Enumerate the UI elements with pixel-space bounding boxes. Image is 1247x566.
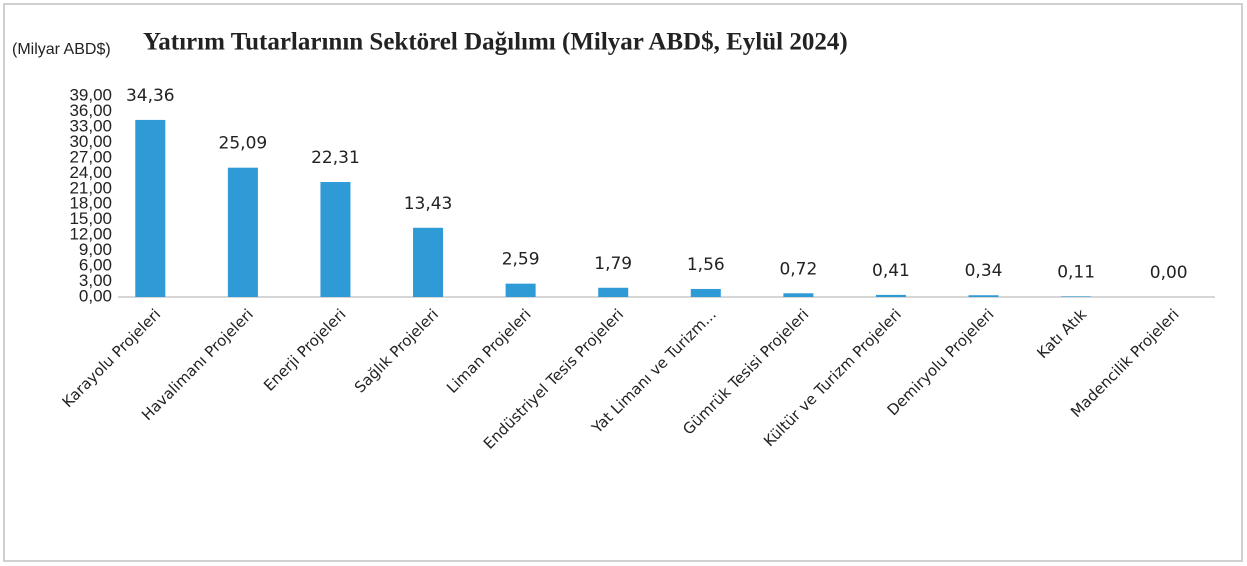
value-label: 0,72 (779, 259, 817, 279)
bar (875, 294, 906, 297)
chart-title: Yatırım Tutarlarının Sektörel Dağılımı (… (143, 29, 848, 56)
y-tick-label: 39,00 (69, 85, 112, 104)
value-label: 0,11 (1057, 262, 1095, 282)
value-label: 2,59 (502, 250, 540, 270)
y-tick-label: 6,00 (79, 256, 112, 275)
y-tick-label: 9,00 (79, 240, 112, 259)
y-tick-label: 21,00 (69, 178, 112, 197)
bar (598, 287, 629, 297)
bar (968, 295, 999, 297)
bar (135, 119, 166, 297)
value-label: 34,36 (126, 86, 175, 106)
value-label: 0,34 (965, 261, 1003, 281)
y-tick-label: 24,00 (69, 163, 112, 182)
value-label: 0,00 (1150, 263, 1188, 283)
value-label: 25,09 (219, 134, 268, 154)
value-label: 13,43 (404, 194, 453, 214)
y-tick-label: 36,00 (69, 101, 112, 120)
y-tick-label: 30,00 (69, 132, 112, 151)
y-tick-label: 33,00 (69, 116, 112, 135)
y-tick-label: 0,00 (79, 286, 112, 305)
frame (3, 3, 1243, 562)
value-label: 0,41 (872, 261, 910, 281)
bar (413, 227, 444, 297)
value-label: 1,56 (687, 255, 725, 275)
y-tick-label: 27,00 (69, 147, 112, 166)
bar (690, 288, 721, 297)
y-tick-label: 15,00 (69, 209, 112, 228)
value-label: 22,31 (311, 148, 360, 168)
bar (505, 283, 536, 297)
y-tick-label: 18,00 (69, 194, 112, 213)
bar (1061, 296, 1092, 297)
y-tick-label: 12,00 (69, 225, 112, 244)
y-tick-label: 3,00 (79, 271, 112, 290)
y-axis-label: (Milyar ABD$) (12, 41, 111, 58)
bar (783, 293, 814, 297)
bar (227, 167, 258, 297)
value-label: 1,79 (594, 254, 632, 274)
bar (320, 182, 351, 297)
